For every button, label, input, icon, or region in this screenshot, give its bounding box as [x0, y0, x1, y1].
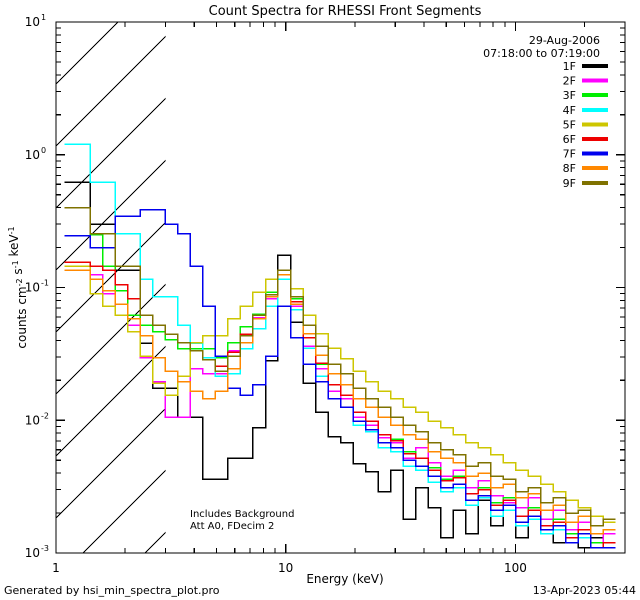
legend-label: 6F: [563, 133, 576, 146]
legend-item-9f[interactable]: 9F: [563, 177, 608, 190]
annotation-background: Includes Background: [190, 509, 294, 520]
svg-text:10: 10: [25, 546, 40, 560]
legend-item-6f[interactable]: 6F: [563, 133, 608, 146]
svg-text:0: 0: [41, 146, 46, 155]
x-tick-label: 100: [504, 561, 527, 575]
legend-item-3f[interactable]: 3F: [563, 89, 608, 102]
y-tick-label: 10 0: [25, 146, 46, 162]
footer-timestamp: 13-Apr-2023 05:44: [533, 584, 636, 597]
svg-text:counts cm-2 s-1 keV-1: counts cm-2 s-1 keV-1: [7, 226, 29, 348]
svg-text:-2: -2: [41, 411, 49, 420]
legend-item-7f[interactable]: 7F: [563, 148, 608, 161]
spectra-series-group: [64, 143, 616, 549]
y-tick-label: 10 -2: [25, 411, 49, 427]
legend-label: 9F: [563, 177, 576, 190]
legend-item-5f[interactable]: 5F: [563, 118, 608, 131]
legend-item-1f[interactable]: 1F: [563, 60, 608, 73]
legend-item-8f[interactable]: 8F: [563, 162, 608, 175]
attenuator-hatched-region: [56, 22, 166, 553]
y-axis-label: counts cm-2 s-1 keV-1: [7, 226, 29, 348]
svg-text:-1: -1: [41, 279, 49, 288]
legend-item-4f[interactable]: 4F: [563, 104, 608, 117]
svg-text:10: 10: [25, 148, 40, 162]
x-tick-label: 10: [278, 561, 293, 575]
svg-text:10: 10: [25, 15, 40, 29]
legend-label: 1F: [563, 60, 576, 73]
page-title: Count Spectra for RHESSI Front Segments: [209, 4, 482, 19]
series-4f: [64, 143, 616, 549]
annotation-attenuator: Att A0, FDecim 2: [190, 521, 274, 532]
series-7f: [64, 209, 616, 549]
x-axis-label: Energy (keV): [306, 572, 383, 586]
legend-label: 8F: [563, 162, 576, 175]
svg-text:-3: -3: [41, 544, 49, 553]
observation-date: 29-Aug-2006: [529, 34, 600, 47]
legend-label: 7F: [563, 148, 576, 161]
plot-frame: [55, 21, 626, 554]
y-tick-label: 10 -3: [25, 544, 49, 560]
legend-item-2f[interactable]: 2F: [563, 75, 608, 88]
legend-label: 4F: [563, 104, 576, 117]
legend-label: 2F: [563, 75, 576, 88]
footer-generated-by: Generated by hsi_min_spectra_plot.pro: [4, 584, 220, 597]
x-axis-tick-labels: 1 10 100: [52, 561, 527, 575]
legend-label: 3F: [563, 89, 576, 102]
x-axis-ticks: [55, 22, 626, 553]
series-5f: [64, 265, 616, 524]
series-8f: [64, 269, 616, 535]
series-9f: [64, 206, 616, 527]
x-tick-label: 1: [52, 561, 60, 575]
y-tick-label: 10 -1: [25, 279, 49, 295]
svg-text:10: 10: [25, 281, 40, 295]
svg-text:1: 1: [41, 13, 46, 22]
y-axis-ticks: [56, 21, 625, 554]
legend-label: 5F: [563, 118, 576, 131]
y-tick-label: 10 1: [25, 13, 46, 29]
svg-text:10: 10: [25, 413, 40, 427]
observation-time-range: 07:18:00 to 07:19:00: [483, 47, 600, 60]
